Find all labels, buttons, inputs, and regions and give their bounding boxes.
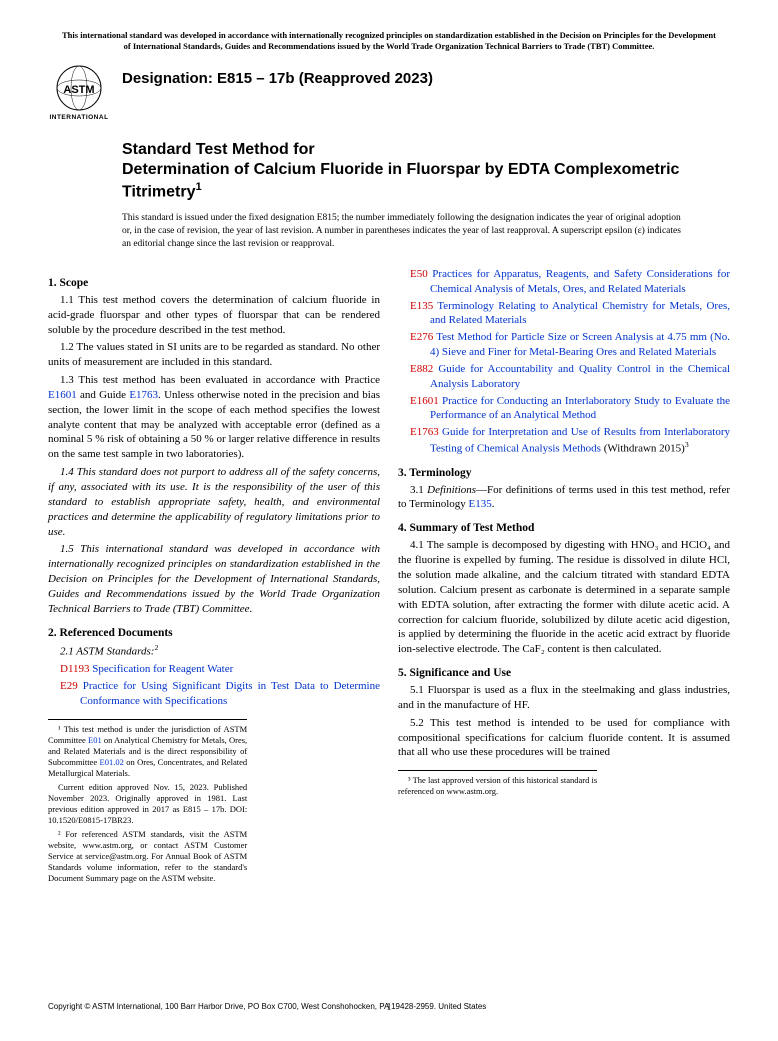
page-number: 1 xyxy=(0,1002,778,1013)
ref-code[interactable]: E50 xyxy=(410,268,428,280)
ref-code[interactable]: E882 xyxy=(410,363,433,375)
ref-e135: E135 Terminology Relating to Analytical … xyxy=(398,299,730,329)
top-banner: This international standard was develope… xyxy=(48,30,730,52)
ref-title[interactable]: Guide for Accountability and Quality Con… xyxy=(430,363,730,390)
section-3-head: 3. Terminology xyxy=(398,467,730,479)
ref-e29: E29 Practice for Using Significant Digit… xyxy=(48,679,380,709)
para-5-2: 5.2 This test method is intended to be u… xyxy=(398,716,730,761)
definitions-label: Definitions xyxy=(427,484,476,496)
footnote-1: ¹ This test method is under the jurisdic… xyxy=(48,724,247,779)
ref-title[interactable]: Practices for Apparatus, Reagents, and S… xyxy=(430,268,730,295)
doc-title: Standard Test Method for Determination o… xyxy=(122,140,730,202)
para-1-3b: and Guide xyxy=(77,389,130,401)
para-1-3: 1.3 This test method has been evaluated … xyxy=(48,373,380,462)
para-3-1: 3.1 Definitions—For definitions of terms… xyxy=(398,483,730,513)
ref-title[interactable]: Practice for Using Significant Digits in… xyxy=(80,680,380,707)
ref-title[interactable]: Specification for Reagent Water xyxy=(92,663,233,675)
ref-code[interactable]: E29 xyxy=(60,680,78,692)
ref-code[interactable]: E1601 xyxy=(410,395,439,407)
title-line1: Standard Test Method for xyxy=(122,141,315,158)
footnote-2: ² For referenced ASTM standards, visit t… xyxy=(48,829,247,884)
header-row: ASTM INTERNATIONAL Designation: E815 – 1… xyxy=(48,64,730,122)
para-5-1: 5.1 Fluorspar is used as a flux in the s… xyxy=(398,683,730,713)
link-e1601[interactable]: E1601 xyxy=(48,389,77,401)
para-1-4: 1.4 This standard does not purport to ad… xyxy=(48,465,380,539)
sub-sup: 2 xyxy=(154,643,158,652)
left-column: 1. Scope 1.1 This test method covers the… xyxy=(48,267,380,887)
link-e1763[interactable]: E1763 xyxy=(129,389,158,401)
logo-text-top: ASTM xyxy=(63,84,94,96)
ref-e1763: E1763 Guide for Interpretation and Use o… xyxy=(398,425,730,456)
section-5-head: 5. Significance and Use xyxy=(398,667,730,679)
issue-note: This standard is issued under the fixed … xyxy=(122,212,690,250)
sub-astm-standards: 2.1 ASTM Standards: xyxy=(60,645,154,657)
footnote-3: ³ The last approved version of this hist… xyxy=(398,775,597,797)
right-column: E50 Practices for Apparatus, Reagents, a… xyxy=(398,267,730,887)
ref-code[interactable]: E1763 xyxy=(410,426,439,438)
ref-e50: E50 Practices for Apparatus, Reagents, a… xyxy=(398,267,730,297)
page: This international standard was develope… xyxy=(0,0,778,1041)
ref-e1601: E1601 Practice for Conducting an Interla… xyxy=(398,394,730,424)
section-1-head: 1. Scope xyxy=(48,277,380,289)
ref-suffix: (Withdrawn 2015) xyxy=(601,443,685,455)
ref-d1193: D1193 Specification for Reagent Water xyxy=(48,662,380,677)
logo-text-bottom: INTERNATIONAL xyxy=(49,114,108,121)
para-4-1: 4.1 The sample is decomposed by digestin… xyxy=(398,538,730,657)
title-line2: Determination of Calcium Fluoride in Flu… xyxy=(122,161,679,200)
footnote-1d: Current edition approved Nov. 15, 2023. … xyxy=(48,782,247,826)
ref-code[interactable]: E276 xyxy=(410,331,433,343)
para-1-1: 1.1 This test method covers the determin… xyxy=(48,293,380,338)
columns: 1. Scope 1.1 This test method covers the… xyxy=(48,267,730,887)
ref-title[interactable]: Terminology Relating to Analytical Chemi… xyxy=(430,300,730,327)
link-e0102[interactable]: E01.02 xyxy=(100,757,124,767)
ref-code[interactable]: E135 xyxy=(410,300,433,312)
astm-logo: ASTM INTERNATIONAL xyxy=(48,64,110,122)
link-e135[interactable]: E135 xyxy=(469,498,492,510)
title-sup: 1 xyxy=(196,181,202,193)
ref-title[interactable]: Practice for Conducting an Interlaborato… xyxy=(430,395,730,422)
para-1-3a: 1.3 This test method has been evaluated … xyxy=(60,374,380,386)
section-4-head: 4. Summary of Test Method xyxy=(398,522,730,534)
ref-title[interactable]: Test Method for Particle Size or Screen … xyxy=(430,331,730,358)
ref-e276: E276 Test Method for Particle Size or Sc… xyxy=(398,330,730,360)
footnotes-right: ³ The last approved version of this hist… xyxy=(398,770,597,797)
p3a: 3.1 xyxy=(410,484,427,496)
link-e01[interactable]: E01 xyxy=(88,735,102,745)
p3c: . xyxy=(492,498,495,510)
ref-e882: E882 Guide for Accountability and Qualit… xyxy=(398,362,730,392)
ref-code[interactable]: D1193 xyxy=(60,663,90,675)
para-1-2: 1.2 The values stated in SI units are to… xyxy=(48,340,380,370)
section-2-head: 2. Referenced Documents xyxy=(48,627,380,639)
para-2-1: 2.1 ASTM Standards:2 xyxy=(48,643,380,660)
designation: Designation: E815 – 17b (Reapproved 2023… xyxy=(122,70,433,87)
para-1-5: 1.5 This international standard was deve… xyxy=(48,542,380,616)
footnotes-left: ¹ This test method is under the jurisdic… xyxy=(48,719,247,885)
ref-suffix-sup: 3 xyxy=(685,440,689,449)
title-block: Standard Test Method for Determination o… xyxy=(122,140,730,251)
